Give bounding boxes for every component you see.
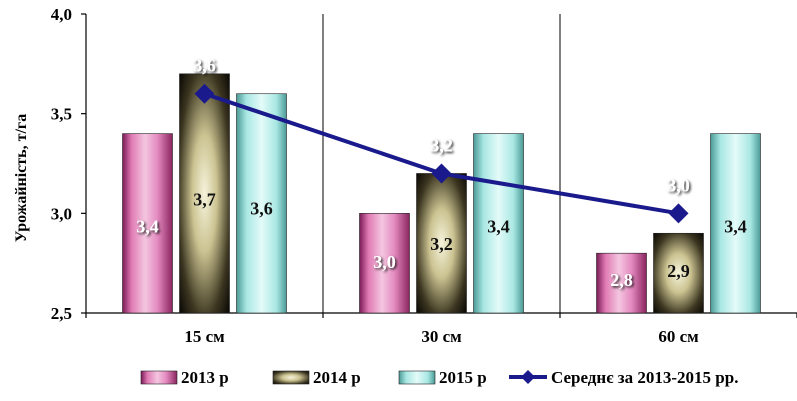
legend-label: 2014 р xyxy=(313,368,361,387)
bar-2014-р xyxy=(179,73,230,314)
bar-2013-р xyxy=(122,133,173,314)
y-tick-label: 4,0 xyxy=(51,5,72,24)
y-axis-ticks: 2,5 3,0 3,5 4,0 xyxy=(51,5,86,323)
legend-diamond-marker xyxy=(521,370,535,384)
bar-value-label: 3,2 xyxy=(430,234,453,254)
bar-2015-р xyxy=(236,93,287,314)
bar-labels-group: 3,4 3,7 3,6 3,0 3,2 3,4 2,8 2,9 3,4 xyxy=(136,189,747,290)
bar-value-label: 3,4 xyxy=(724,216,747,236)
legend-item: 2015 р xyxy=(398,368,487,387)
bar-value-label: 3,6 xyxy=(250,198,273,218)
legend-label: 2013 р xyxy=(181,368,229,387)
bar-value-label: 3,7 xyxy=(193,189,216,209)
y-tick-label: 3,0 xyxy=(51,204,72,223)
legend-item: Середнє за 2013-2015 рр. xyxy=(509,368,738,387)
bar-value-label: 2,9 xyxy=(667,261,690,281)
average-value-label: 3,2 xyxy=(430,135,453,155)
bar-value-label: 3,4 xyxy=(487,216,510,236)
x-category-label: 30 см xyxy=(421,327,462,346)
average-line-group: 3,6 3,2 3,0 xyxy=(193,56,690,224)
average-value-label: 3,6 xyxy=(193,56,216,76)
average-value-label: 3,0 xyxy=(667,175,690,195)
bar-2015-р xyxy=(710,133,761,314)
legend: 2013 р 2014 р 2015 р Середнє за 2013-2015 р… xyxy=(140,368,738,387)
legend-label: 2015 р xyxy=(439,368,487,387)
legend-swatch xyxy=(398,370,436,385)
bar-2014-р xyxy=(653,232,704,314)
bar-value-label: 3,4 xyxy=(136,216,159,236)
legend-label: Середнє за 2013-2015 рр. xyxy=(551,368,738,387)
legend-item: 2014 р xyxy=(272,368,361,387)
bars-group xyxy=(122,73,761,314)
x-category-label: 60 см xyxy=(658,327,699,346)
bar-value-label: 2,8 xyxy=(610,270,633,290)
average-point-marker xyxy=(194,83,215,104)
y-axis-title: Урожайність, т/га xyxy=(13,114,30,242)
x-category-label: 15 см xyxy=(184,327,225,346)
bar-2015-р xyxy=(473,133,524,314)
average-point-marker xyxy=(668,203,689,224)
bar-value-label: 3,0 xyxy=(373,252,396,272)
y-tick-label: 2,5 xyxy=(51,304,72,323)
category-separators xyxy=(85,14,797,318)
y-tick-label: 3,5 xyxy=(51,105,72,124)
average-point-marker xyxy=(431,163,452,184)
bar-2014-р xyxy=(416,173,467,314)
legend-swatch xyxy=(140,370,178,385)
bar-2013-р xyxy=(596,252,647,314)
legend-swatch xyxy=(272,370,310,385)
x-axis-labels: 15 см 30 см 60 см xyxy=(184,327,699,346)
legend-item: 2013 р xyxy=(140,368,229,387)
bar-2013-р xyxy=(359,213,410,314)
